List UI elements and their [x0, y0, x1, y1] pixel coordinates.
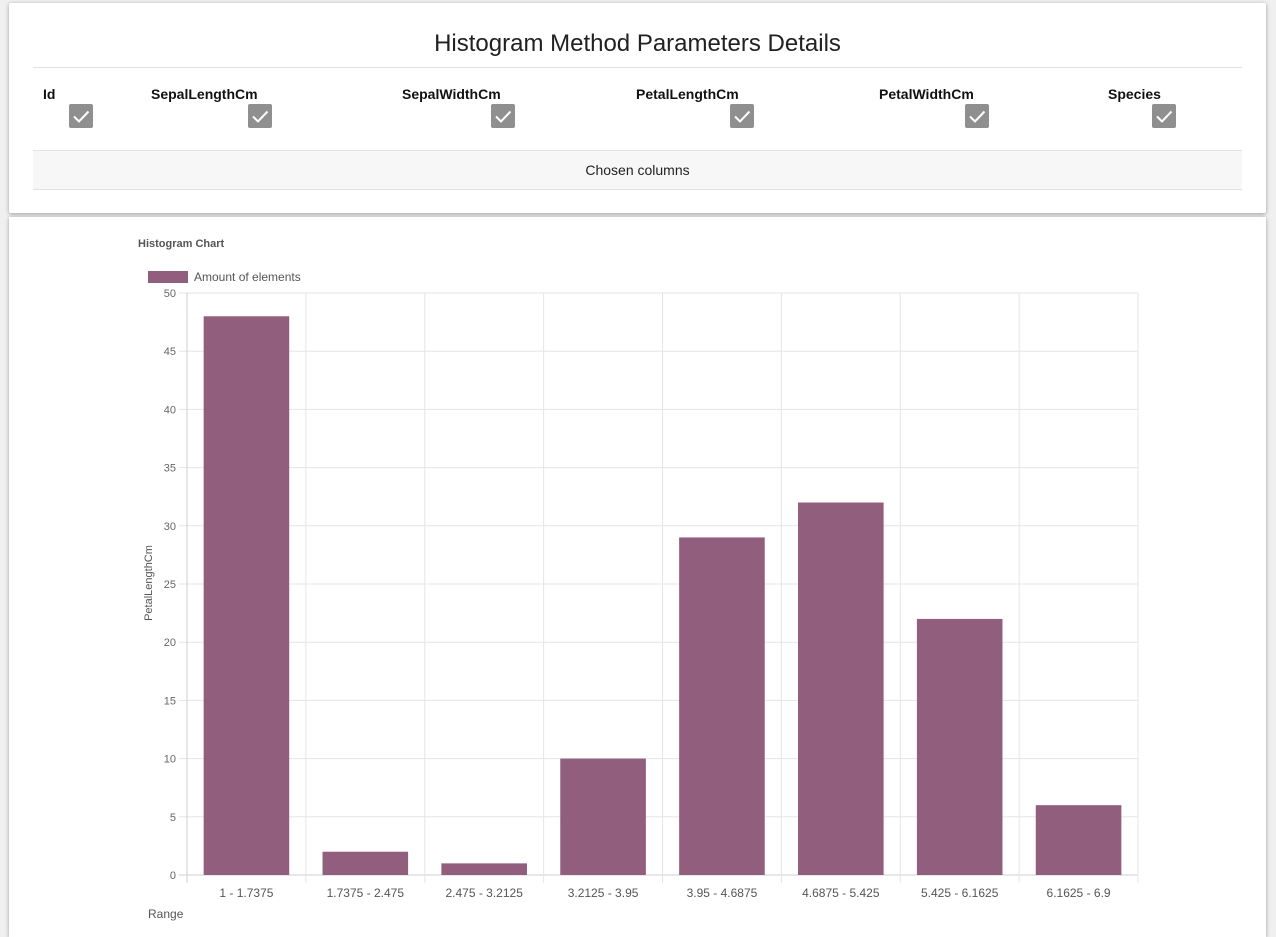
y-tick-label: 50 [164, 288, 176, 300]
check-icon [734, 110, 751, 123]
column-label: SepalWidthCm [402, 86, 501, 102]
y-tick-label: 20 [164, 637, 176, 649]
page-title: Histogram Method Parameters Details [434, 30, 841, 57]
check-icon [73, 110, 90, 123]
chosen-columns-bar: Chosen columns [33, 150, 1242, 190]
parameters-card: Histogram Method Parameters Details Id S… [9, 3, 1266, 213]
column-label: PetalLengthCm [636, 86, 739, 102]
x-axis-label: Range [148, 907, 184, 921]
chart-title: Histogram Chart [138, 238, 225, 250]
x-tick-label: 6.1625 - 6.9 [1047, 886, 1111, 900]
histogram-bar[interactable] [798, 502, 884, 875]
y-tick-label: 25 [164, 579, 176, 591]
legend-label[interactable]: Amount of elements [194, 270, 301, 284]
histogram-bar[interactable] [1035, 805, 1122, 875]
checkbox-sepal-length[interactable] [248, 104, 272, 128]
check-icon [252, 110, 269, 123]
x-tick-label: 1 - 1.7375 [219, 886, 273, 900]
histogram-bar[interactable] [441, 863, 527, 875]
histogram-bar[interactable] [679, 537, 765, 875]
histogram-bar[interactable] [560, 758, 646, 875]
bars [203, 316, 1122, 875]
x-tick-label: 1.7375 - 2.475 [327, 886, 405, 900]
column-label: Id [43, 86, 56, 102]
checkbox-petal-length[interactable] [730, 104, 754, 128]
x-tick-label: 5.425 - 6.1625 [921, 886, 999, 900]
y-tick-label: 15 [164, 695, 176, 707]
y-tick-label: 10 [164, 754, 176, 766]
y-tick-label: 45 [164, 346, 176, 358]
tick-labels: 0 5 10 15 20 25 30 35 40 45 50 1 - 1.7375 1.7375 - 2… [164, 288, 1111, 900]
check-icon [1156, 110, 1173, 123]
column-label: PetalWidthCm [879, 86, 974, 102]
y-axis-label: PetalLengthCm [143, 545, 155, 621]
chart-card: Histogram Chart Amount of elements 0 5 10 1… [9, 217, 1266, 937]
legend-swatch[interactable] [148, 271, 188, 283]
x-tick-label: 2.475 - 3.2125 [445, 886, 523, 900]
x-tick-label: 3.2125 - 3.95 [568, 886, 639, 900]
x-tick-label: 3.95 - 4.6875 [687, 886, 758, 900]
column-label: SepalLengthCm [151, 86, 258, 102]
checkbox-id[interactable] [69, 104, 93, 128]
y-tick-label: 0 [170, 870, 176, 882]
histogram-bar[interactable] [322, 851, 409, 875]
checkbox-petal-width[interactable] [965, 104, 989, 128]
title-divider [33, 67, 1242, 68]
y-tick-label: 40 [164, 404, 176, 416]
column-label: Species [1108, 86, 1161, 102]
x-tick-label: 4.6875 - 5.425 [802, 886, 880, 900]
check-icon [495, 110, 512, 123]
y-tick-label: 30 [164, 521, 176, 533]
checkbox-species[interactable] [1152, 104, 1176, 128]
checkbox-sepal-width[interactable] [491, 104, 515, 128]
histogram-chart: Histogram Chart Amount of elements 0 5 10 1… [138, 238, 1139, 921]
histogram-bar[interactable] [203, 316, 290, 875]
y-tick-label: 35 [164, 463, 176, 475]
histogram-bar[interactable] [916, 618, 1003, 875]
check-icon [969, 110, 986, 123]
y-tick-label: 5 [170, 812, 176, 824]
